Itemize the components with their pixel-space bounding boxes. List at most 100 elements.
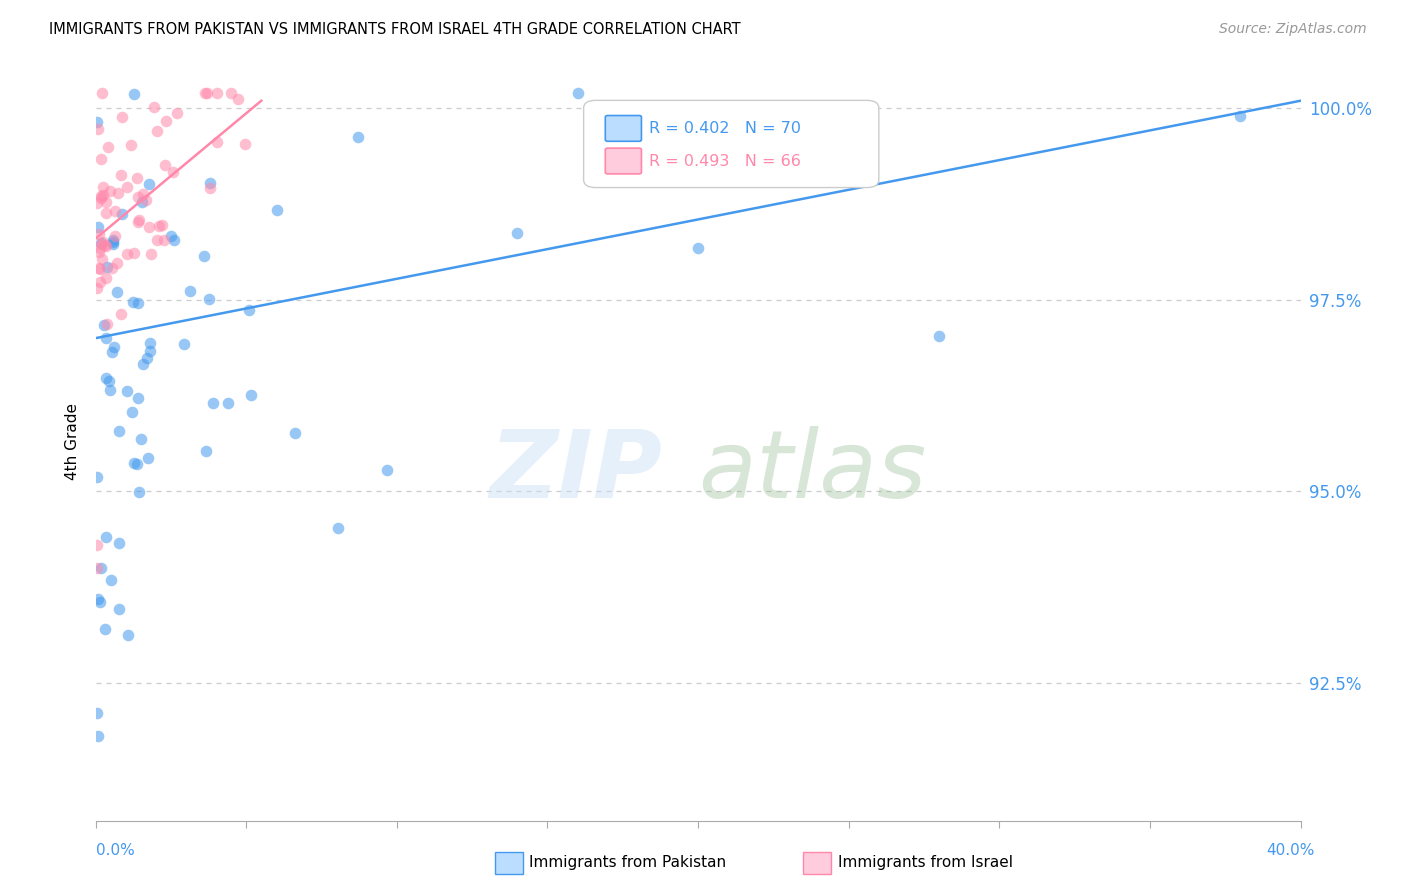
Point <box>131 187 153 202</box>
FancyBboxPatch shape <box>583 101 879 187</box>
Point <box>91 187 114 202</box>
Point <box>122 87 145 101</box>
Point <box>86 561 108 575</box>
Point <box>127 190 149 204</box>
Point <box>150 218 173 232</box>
Point <box>198 176 221 190</box>
Point <box>179 284 201 298</box>
Point <box>136 450 159 465</box>
Point <box>90 252 112 266</box>
Point <box>86 730 108 744</box>
Point <box>124 246 146 260</box>
Point <box>155 113 177 128</box>
Point <box>86 122 108 136</box>
Point <box>107 186 129 200</box>
Point <box>93 318 115 333</box>
Point <box>138 177 160 191</box>
Point <box>240 388 263 402</box>
Point <box>238 302 260 317</box>
Point <box>101 260 124 275</box>
Point <box>198 181 221 195</box>
Text: Source: ZipAtlas.com: Source: ZipAtlas.com <box>1219 22 1367 37</box>
Point <box>135 194 157 208</box>
Point <box>136 351 159 366</box>
Point <box>94 206 117 220</box>
Text: Immigrants from Pakistan: Immigrants from Pakistan <box>529 855 725 870</box>
Point <box>103 340 125 354</box>
Point <box>347 129 370 144</box>
Point <box>141 247 163 261</box>
Point <box>163 233 186 247</box>
Point <box>89 261 111 276</box>
Point <box>747 120 769 134</box>
Point <box>567 86 589 100</box>
Point <box>86 706 108 721</box>
Point <box>131 195 153 210</box>
Point <box>219 86 242 100</box>
Point <box>115 247 138 261</box>
Point <box>90 191 112 205</box>
Point <box>132 357 155 371</box>
Point <box>86 114 108 128</box>
Text: 0.0%: 0.0% <box>96 843 135 858</box>
Point <box>122 295 145 310</box>
Point <box>94 238 117 252</box>
Point <box>686 242 709 256</box>
Point <box>148 219 170 233</box>
Point <box>128 213 150 227</box>
Text: IMMIGRANTS FROM PAKISTAN VS IMMIGRANTS FROM ISRAEL 4TH GRADE CORRELATION CHART: IMMIGRANTS FROM PAKISTAN VS IMMIGRANTS F… <box>49 22 741 37</box>
Point <box>127 215 149 229</box>
Point <box>90 86 112 100</box>
Point <box>90 188 112 202</box>
Point <box>194 86 217 100</box>
Point <box>506 226 529 240</box>
Point <box>328 521 350 535</box>
Point <box>110 168 132 182</box>
Point <box>226 92 249 106</box>
Text: R = 0.402   N = 70: R = 0.402 N = 70 <box>648 121 800 136</box>
Point <box>98 383 121 397</box>
Point <box>928 328 950 343</box>
Point <box>87 591 110 606</box>
Point <box>90 236 112 251</box>
Point <box>104 204 127 219</box>
Point <box>94 239 117 253</box>
Point <box>90 152 112 166</box>
Point <box>195 86 218 100</box>
Point <box>193 249 215 263</box>
Point <box>94 622 117 636</box>
Point <box>375 462 398 476</box>
Point <box>153 158 176 172</box>
Point <box>284 426 307 441</box>
Point <box>205 136 228 150</box>
Point <box>101 237 124 252</box>
Point <box>142 100 165 114</box>
Point <box>90 561 112 575</box>
Text: Immigrants from Israel: Immigrants from Israel <box>838 855 1012 870</box>
Text: atlas: atlas <box>697 426 927 517</box>
Point <box>108 536 131 550</box>
Point <box>117 628 139 642</box>
Point <box>97 140 120 154</box>
Point <box>101 233 124 247</box>
Point <box>128 485 150 500</box>
Point <box>87 227 110 242</box>
Point <box>110 307 132 321</box>
Point <box>89 241 111 255</box>
Point <box>121 405 143 419</box>
Point <box>146 124 169 138</box>
Point <box>202 396 225 410</box>
Point <box>217 396 239 410</box>
Point <box>96 195 118 210</box>
Point <box>115 180 138 194</box>
Point <box>125 457 148 471</box>
Point <box>105 285 128 299</box>
Text: 40.0%: 40.0% <box>1267 843 1315 858</box>
Point <box>98 185 121 199</box>
Point <box>91 235 114 250</box>
Point <box>94 331 117 345</box>
Point <box>98 374 121 388</box>
Point <box>153 233 176 247</box>
Point <box>129 432 152 446</box>
Point <box>100 573 122 587</box>
